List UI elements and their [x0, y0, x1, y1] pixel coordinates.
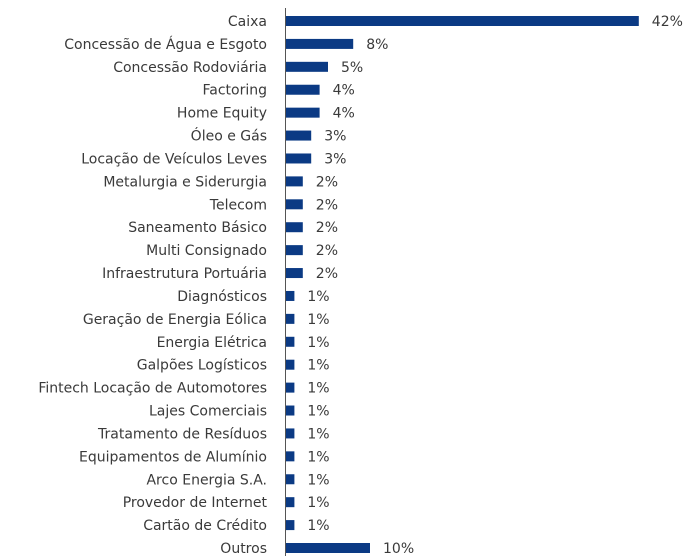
category-label: Caixa: [228, 14, 267, 30]
value-label: 1%: [307, 335, 329, 351]
bar: [286, 405, 295, 416]
value-label: 1%: [307, 449, 329, 465]
category-label: Tratamento de Resíduos: [97, 426, 267, 442]
category-label: Concessão de Água e Esgoto: [64, 36, 267, 53]
category-label: Energia Elétrica: [157, 335, 267, 351]
category-label: Geração de Energia Eólica: [83, 312, 267, 328]
value-label: 4%: [333, 83, 355, 99]
value-label: 1%: [307, 426, 329, 442]
value-label: 1%: [307, 472, 329, 488]
bar: [286, 497, 295, 508]
bar: [286, 520, 295, 531]
value-label: 1%: [307, 381, 329, 397]
category-label: Galpões Logísticos: [137, 358, 267, 374]
value-label: 2%: [316, 243, 338, 259]
bar: [286, 382, 295, 393]
value-label: 5%: [341, 60, 363, 76]
value-label: 4%: [333, 106, 355, 122]
bar: [286, 153, 312, 164]
value-label: 42%: [652, 14, 683, 30]
value-label: 2%: [316, 266, 338, 282]
bar: [286, 107, 320, 118]
category-label: Metalurgia e Siderurgia: [103, 174, 267, 190]
value-label: 1%: [307, 404, 329, 420]
value-label: 8%: [366, 37, 388, 53]
bar: [286, 336, 295, 347]
value-label: 1%: [307, 312, 329, 328]
category-label: Diagnósticos: [177, 289, 267, 305]
bar: [286, 199, 303, 210]
bar: [286, 61, 328, 72]
bar: [286, 38, 354, 49]
category-label: Óleo e Gás: [191, 127, 267, 145]
category-label: Home Equity: [177, 106, 267, 122]
value-label: 2%: [316, 220, 338, 236]
category-label: Concessão Rodoviária: [113, 60, 267, 76]
value-label: 2%: [316, 197, 338, 213]
bar: [286, 16, 639, 26]
category-label: Equipamentos de Alumínio: [79, 449, 267, 465]
category-label: Factoring: [202, 83, 267, 99]
category-label: Cartão de Crédito: [143, 518, 267, 534]
bar: [286, 176, 303, 187]
bar: [286, 130, 312, 141]
category-label: Saneamento Básico: [128, 220, 267, 236]
value-label: 2%: [316, 174, 338, 190]
bar: [286, 474, 295, 485]
bar: [286, 290, 295, 301]
bar: [286, 245, 303, 256]
value-label: 10%: [383, 541, 414, 556]
value-label: 1%: [307, 518, 329, 534]
bar: [286, 313, 295, 324]
bar: [286, 451, 295, 462]
category-label: Multi Consignado: [146, 243, 267, 259]
value-label: 3%: [324, 151, 346, 167]
category-label: Outros: [220, 541, 267, 556]
bar: [286, 268, 303, 279]
bar: [286, 359, 295, 370]
bar: [286, 543, 370, 553]
value-label: 1%: [307, 358, 329, 374]
value-label: 1%: [307, 495, 329, 511]
bar: [286, 84, 320, 95]
category-label: Fintech Locação de Automotores: [38, 381, 267, 397]
category-label: Locação de Veículos Leves: [81, 151, 267, 167]
category-label: Infraestrutura Portuária: [102, 266, 267, 282]
category-label: Provedor de Internet: [123, 495, 268, 511]
bar: [286, 222, 303, 233]
value-label: 3%: [324, 129, 346, 145]
bar: [286, 428, 295, 439]
category-label: Telecom: [209, 197, 267, 213]
category-label: Arco Energia S.A.: [146, 472, 267, 488]
category-label: Lajes Comerciais: [149, 404, 267, 420]
value-label: 1%: [307, 289, 329, 305]
